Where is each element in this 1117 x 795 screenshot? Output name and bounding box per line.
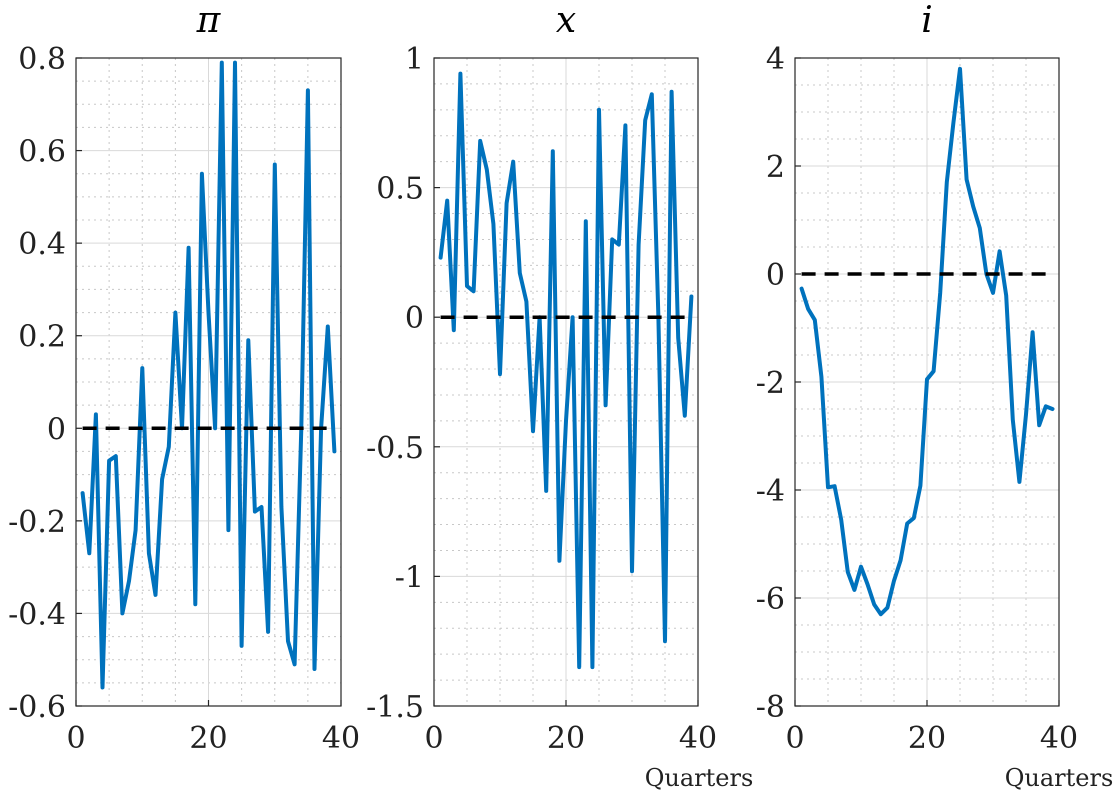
y-tick-label: -0.6	[8, 690, 66, 725]
y-tick-label: 0	[47, 412, 66, 447]
y-tick-label: -0.2	[8, 505, 66, 540]
y-tick-label: -2	[756, 366, 785, 401]
y-tick-label: 0	[405, 301, 424, 336]
y-tick-label: 0.4	[18, 227, 66, 262]
x-tick-label: 0	[424, 721, 443, 756]
subplot-title: x	[556, 0, 576, 41]
series-line	[799, 66, 1055, 617]
x-tick-label: 20	[189, 721, 227, 756]
subplot-3: 0 20 40 -8 -6 -4 -2 0 2 4 i Quarters	[756, 0, 1114, 792]
y-tick-label: -0.4	[8, 597, 66, 632]
y-tick-label: 0.2	[18, 320, 66, 355]
series-line	[438, 71, 694, 670]
subplot-2: 0 20 40 -1.5 -1 -0.5 0 0.5 1 x Quarters	[366, 0, 753, 792]
x-tick-label: 20	[547, 721, 585, 756]
x-tick-label: 20	[908, 721, 946, 756]
x-tick-label: 40	[679, 721, 717, 756]
x-axis-label: Quarters	[645, 764, 754, 792]
subplot-1: 0 20 40 -0.6 -0.4 -0.2 0 0.2 0.4 0.6 0.8 π	[8, 0, 360, 756]
y-tick-label: 4	[766, 42, 785, 77]
y-tick-label: 2	[766, 150, 785, 185]
y-tick-label: 0.5	[376, 172, 424, 207]
y-tick-label: -8	[756, 690, 785, 725]
subplot-title: i	[921, 0, 933, 41]
y-tick-label: -4	[756, 474, 785, 509]
y-tick-label: 0.6	[18, 135, 66, 170]
x-axis-label: Quarters	[1005, 764, 1114, 792]
y-tick-label: -0.5	[366, 431, 424, 466]
y-tick-label: 1	[405, 42, 424, 77]
y-tick-label: 0.8	[18, 42, 66, 77]
y-tick-label: -1	[395, 560, 424, 595]
y-tick-label: -1.5	[366, 690, 424, 725]
x-tick-label: 40	[322, 721, 360, 756]
subplot-title: π	[196, 0, 222, 41]
x-tick-label: 0	[66, 721, 85, 756]
y-tick-label: -6	[756, 582, 785, 617]
x-tick-label: 40	[1040, 721, 1078, 756]
x-tick-label: 0	[785, 721, 804, 756]
series-line	[80, 60, 337, 690]
y-tick-label: 0	[766, 258, 785, 293]
